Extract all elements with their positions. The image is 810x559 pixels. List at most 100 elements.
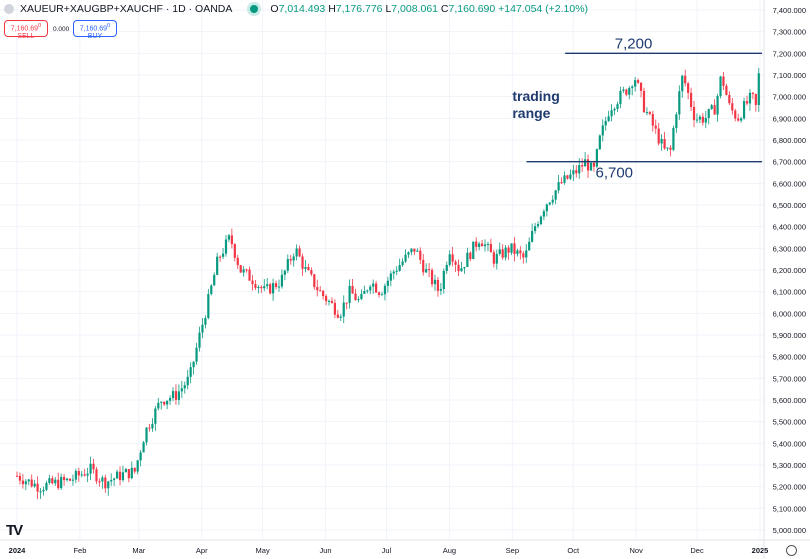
candle-body xyxy=(207,293,210,319)
symbol-title[interactable]: XAUEUR+XAUGBP+XAUCHF · 1D · OANDA xyxy=(20,3,233,15)
candle-body xyxy=(486,244,490,246)
candle-body xyxy=(101,477,104,482)
candle-body xyxy=(80,474,83,476)
candle-body xyxy=(439,289,442,291)
candle-body xyxy=(307,267,310,271)
candle-body xyxy=(136,460,139,472)
candle-body xyxy=(557,182,560,191)
candle-body xyxy=(631,86,634,89)
candle-body xyxy=(107,481,110,489)
tradingview-logo[interactable]: TV xyxy=(6,522,23,539)
candle-body xyxy=(578,165,581,174)
candle-body xyxy=(395,270,398,272)
close-icon[interactable] xyxy=(4,4,14,14)
candle-body xyxy=(230,235,233,245)
candle-body xyxy=(648,112,651,114)
candle-body xyxy=(139,452,142,461)
candle-body xyxy=(501,249,504,258)
candle-body xyxy=(584,159,587,167)
candle-body xyxy=(642,90,646,113)
sell-button[interactable]: 7,160.690 SELL xyxy=(4,20,48,40)
candle-body xyxy=(260,286,263,289)
candle-body xyxy=(533,226,537,232)
candle-body xyxy=(722,76,725,86)
y-tick-label: 6,400.000 xyxy=(773,223,806,232)
candle-body xyxy=(380,294,384,296)
candle-body xyxy=(675,114,678,128)
candle-body xyxy=(428,269,431,271)
candle-body xyxy=(263,286,266,289)
candle-body xyxy=(354,293,357,301)
candle-body xyxy=(339,316,342,318)
candle-body xyxy=(595,149,598,167)
candle-body xyxy=(342,302,345,317)
candle-body xyxy=(204,318,207,325)
candle-body xyxy=(271,283,275,294)
candle-body xyxy=(310,270,313,275)
candle-body xyxy=(224,239,228,254)
candle-body xyxy=(725,85,728,96)
x-tick-label: Oct xyxy=(567,546,580,555)
candle-body xyxy=(622,89,625,91)
candle-body xyxy=(448,254,451,265)
candle-body xyxy=(522,253,525,258)
candle-body xyxy=(422,259,425,273)
candle-body xyxy=(430,270,434,285)
candle-body xyxy=(504,247,507,258)
candle-body xyxy=(383,285,387,295)
candle-body xyxy=(737,118,740,121)
candle-body xyxy=(142,442,145,453)
candle-body xyxy=(507,247,510,253)
settings-icon[interactable] xyxy=(786,545,797,556)
candle-body xyxy=(177,391,180,400)
candle-body xyxy=(313,274,316,288)
candle-body xyxy=(601,125,604,136)
candle-body xyxy=(160,401,163,403)
candle-body xyxy=(233,244,236,258)
candle-body xyxy=(289,259,292,261)
y-tick-label: 5,700.000 xyxy=(773,374,806,383)
candle-body xyxy=(124,469,128,473)
candle-body xyxy=(734,110,737,119)
candle-body xyxy=(377,292,381,295)
candle-body xyxy=(492,252,495,264)
candle-body xyxy=(242,269,245,273)
candle-body xyxy=(216,256,219,275)
x-tick-label: 2025 xyxy=(752,546,769,555)
x-tick-label: 2024 xyxy=(9,546,27,555)
candle-body xyxy=(475,241,478,247)
candle-body xyxy=(236,257,239,266)
candle-body xyxy=(65,478,69,481)
candle-body xyxy=(410,248,413,253)
candle-body xyxy=(575,170,578,174)
candle-body xyxy=(586,159,590,171)
y-tick-label: 6,200.000 xyxy=(773,266,806,275)
candle-body xyxy=(560,182,563,184)
y-tick-label: 6,900.000 xyxy=(773,114,806,123)
x-tick-label: Apr xyxy=(196,546,208,555)
y-tick-label: 5,800.000 xyxy=(773,353,806,362)
candle-body xyxy=(401,261,404,266)
candle-body xyxy=(280,274,284,287)
buy-button[interactable]: 7,160.690 BUY xyxy=(73,20,117,40)
candle-body xyxy=(192,361,195,368)
candle-body xyxy=(92,463,95,470)
candle-body xyxy=(15,475,19,477)
candle-body xyxy=(186,376,189,386)
candle-body xyxy=(30,479,33,487)
candle-body xyxy=(257,286,260,288)
y-tick-label: 6,800.000 xyxy=(773,136,806,145)
candle-body xyxy=(607,116,610,121)
candle-body xyxy=(542,211,546,217)
candle-body xyxy=(392,271,395,274)
candle-body xyxy=(115,471,119,479)
candle-body xyxy=(266,284,269,287)
x-tick-label: Mar xyxy=(132,546,145,555)
x-tick-label: Sep xyxy=(506,546,519,555)
candle-body xyxy=(681,75,684,92)
y-tick-label: 5,500.000 xyxy=(773,418,806,427)
candle-body xyxy=(704,118,707,123)
candle-body xyxy=(757,73,760,105)
y-tick-label: 7,400.000 xyxy=(773,6,806,15)
